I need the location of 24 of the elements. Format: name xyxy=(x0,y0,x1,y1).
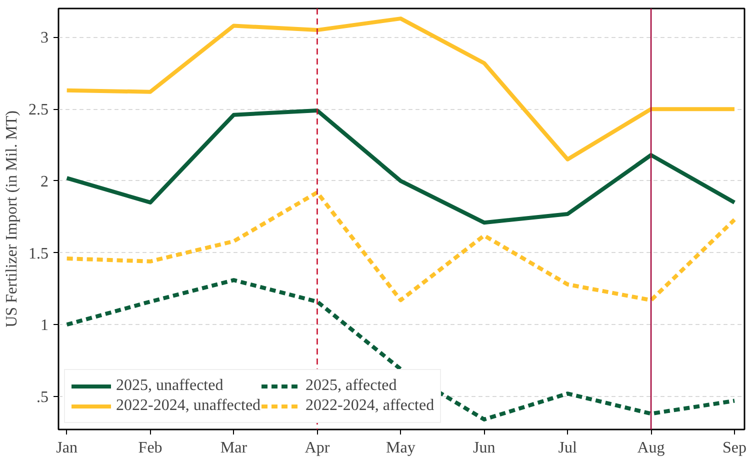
y-tick-label: 1.5 xyxy=(28,245,48,262)
x-tick-label: Jan xyxy=(56,440,78,456)
line-series xyxy=(64,190,736,302)
y-tick-label: .5 xyxy=(36,388,48,406)
x-tick-label: Jun xyxy=(473,440,496,456)
line-series xyxy=(64,108,736,225)
legend-label: 2025, affected xyxy=(306,377,397,395)
x-tick-label: Feb xyxy=(138,440,162,456)
x-tick-label: Apr xyxy=(304,440,330,456)
y-tick-label: 1 xyxy=(40,317,48,334)
x-tick-label: Jul xyxy=(558,440,578,456)
y-tick-label: 2 xyxy=(40,173,48,190)
line-series xyxy=(64,278,736,422)
x-tick-label: Sep xyxy=(722,440,746,456)
x-tick-label: Aug xyxy=(637,440,665,456)
x-tick-label: May xyxy=(386,440,416,456)
y-tick-label: 3 xyxy=(40,30,48,47)
y-tick-label: 2.5 xyxy=(28,102,48,119)
y-axis-title: US Fertilizer Import (in Mil. MT) xyxy=(4,110,20,328)
legend-label: 2022-2024, affected xyxy=(306,397,434,415)
line-series xyxy=(64,16,736,162)
legend-label: 2025, unaffected xyxy=(116,377,224,395)
legend-label: 2022-2024, unaffected xyxy=(116,397,261,415)
x-tick-label: Mar xyxy=(220,440,248,456)
